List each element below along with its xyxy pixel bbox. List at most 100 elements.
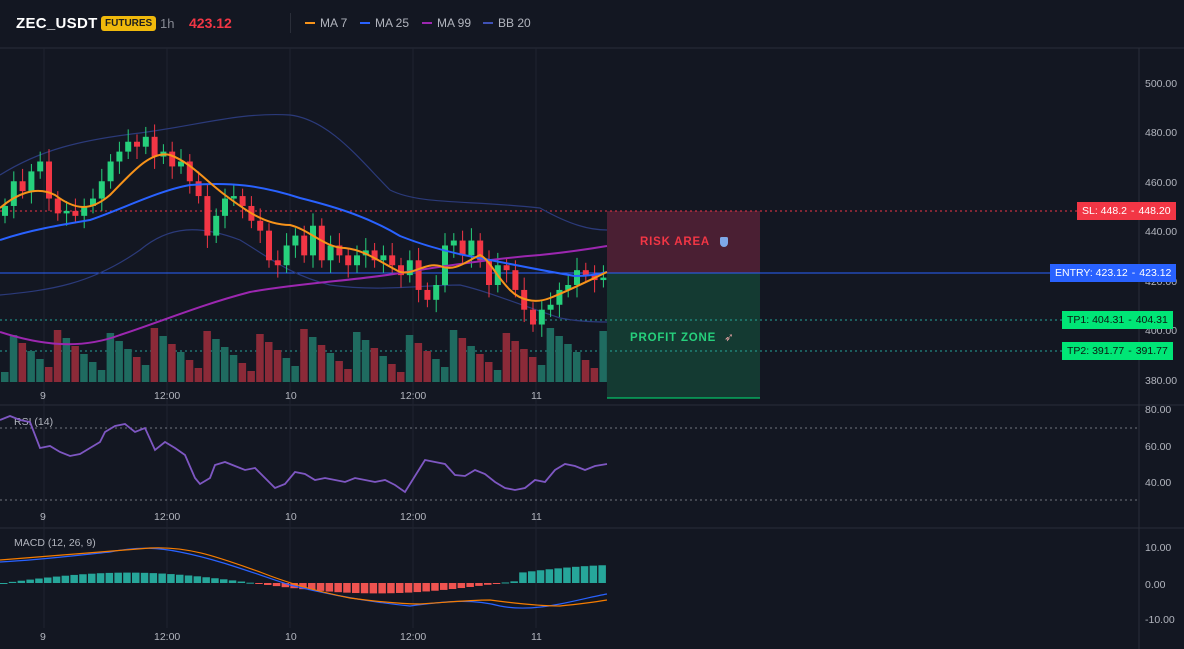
bb-upper-line (0, 113, 608, 231)
volume-bar (326, 353, 335, 382)
rsi-title[interactable]: RSI (14) (14, 416, 53, 428)
symbol-name[interactable]: ZEC_USDT (16, 15, 98, 32)
volume-bar (115, 341, 123, 382)
candle-body (116, 151, 123, 162)
time-tick: 9 (40, 631, 46, 643)
macd-histogram-bar (158, 573, 166, 583)
candle-body (538, 309, 545, 325)
rsi-tick: 40.00 (1145, 477, 1171, 489)
macd-title[interactable]: MACD (12, 26, 9) (14, 537, 96, 549)
volume-bar (106, 333, 115, 382)
candle-body (10, 181, 17, 206)
entry-tag[interactable]: ENTRY: 423.12-423.12 (1050, 264, 1177, 282)
legend-ma7-label: MA 7 (320, 16, 348, 30)
legend-ma25[interactable]: MA 25 (360, 16, 409, 30)
ma25-line (0, 182, 608, 278)
volume-bar (546, 328, 555, 382)
volume-bar (317, 345, 326, 382)
volume-bar (62, 338, 71, 382)
macd-histogram-bar (211, 578, 219, 583)
candle-body (345, 255, 352, 266)
sl-tag-value: 448.20 (1138, 205, 1171, 217)
macd-histogram-bar (413, 583, 422, 593)
volume-bar (18, 343, 27, 382)
legend-bb20[interactable]: BB 20 (483, 16, 531, 30)
candle-body (450, 240, 457, 246)
candle-body (556, 289, 563, 305)
macd-histogram-bar (501, 582, 510, 584)
macd-histogram-bar (114, 572, 122, 583)
macd-histogram-bar (422, 583, 430, 592)
sl-tag-label: SL: 448.2 (1082, 205, 1127, 217)
macd-histogram-bar (61, 575, 70, 583)
macd-histogram-bar (44, 577, 52, 583)
candle-body (107, 161, 114, 182)
macd-histogram-bar (184, 575, 193, 583)
volume-bar (502, 333, 511, 382)
tp1-tag-label: TP1: 404.31 (1067, 314, 1125, 326)
candle-body (81, 205, 88, 216)
volume-bar (89, 362, 97, 382)
macd-histogram-bar (440, 583, 448, 590)
entry-tag-label: ENTRY: 423.12 (1055, 267, 1128, 279)
volume-bar (573, 352, 581, 382)
legend-ma7[interactable]: MA 7 (305, 16, 347, 30)
volume-bar (238, 363, 247, 382)
macd-histogram-bar (220, 579, 228, 583)
candle-body (178, 161, 184, 167)
candle-body (565, 285, 572, 290)
macd-histogram-bar (272, 583, 281, 587)
time-tick: 9 (40, 390, 46, 402)
candle-body (28, 171, 35, 192)
macd-histogram-bar (70, 574, 78, 583)
sl-tag[interactable]: SL: 448.2-448.20 (1077, 202, 1176, 220)
volume-bar (581, 360, 590, 382)
candle-body (46, 161, 52, 199)
ma7-swatch-icon (305, 22, 315, 24)
volume-bar (97, 370, 106, 382)
volume-bar (221, 347, 229, 382)
volume-bar (441, 367, 449, 382)
time-tick: 9 (40, 511, 46, 523)
volume-bar (124, 349, 132, 382)
candle-body (292, 235, 299, 246)
ma99-line (0, 245, 608, 346)
candle-body (72, 210, 79, 216)
candle-body (151, 136, 158, 157)
volume-bar (485, 362, 493, 382)
timeframe-label[interactable]: 1h (160, 16, 175, 31)
profit-zone[interactable] (607, 273, 760, 398)
candle-body (54, 198, 61, 214)
volume-bar (379, 356, 387, 382)
volume-bar (71, 346, 79, 382)
macd-tick: 10.00 (1145, 542, 1171, 554)
time-tick: 12:00 (154, 390, 180, 402)
volume-bar (265, 342, 273, 382)
legend-ma99[interactable]: MA 99 (422, 16, 471, 30)
candle-body (134, 141, 140, 147)
chart-header: ZEC_USDT FUTURES 1h 423.12 MA 7 MA 25 MA… (0, 0, 1184, 48)
macd-histogram-bar (352, 583, 360, 594)
candle-body (301, 235, 308, 256)
candle-body (459, 240, 466, 256)
macd-histogram-bar (149, 573, 158, 583)
tp2-tag[interactable]: TP2: 391.77-391.77 (1062, 342, 1173, 360)
macd-histogram-bar (316, 583, 325, 591)
tp1-tag[interactable]: TP1: 404.31-404.31 (1062, 311, 1173, 329)
volume-bar (458, 338, 467, 382)
macd-histogram-bar (387, 583, 395, 594)
volume-bar (282, 358, 291, 382)
volume-bar (133, 357, 141, 382)
macd-histogram-bar (536, 570, 545, 583)
candle-body (486, 260, 492, 285)
risk-area-zone[interactable] (607, 211, 760, 273)
macd-histogram-bar (563, 567, 571, 583)
candle-body (318, 225, 325, 261)
macd-histogram-bar (26, 579, 34, 583)
candle-body (582, 270, 589, 276)
volume-bar (168, 344, 176, 382)
profit-zone-text: PROFIT ZONE (630, 332, 717, 344)
volume-bar (291, 366, 299, 382)
candle-body (125, 141, 132, 152)
